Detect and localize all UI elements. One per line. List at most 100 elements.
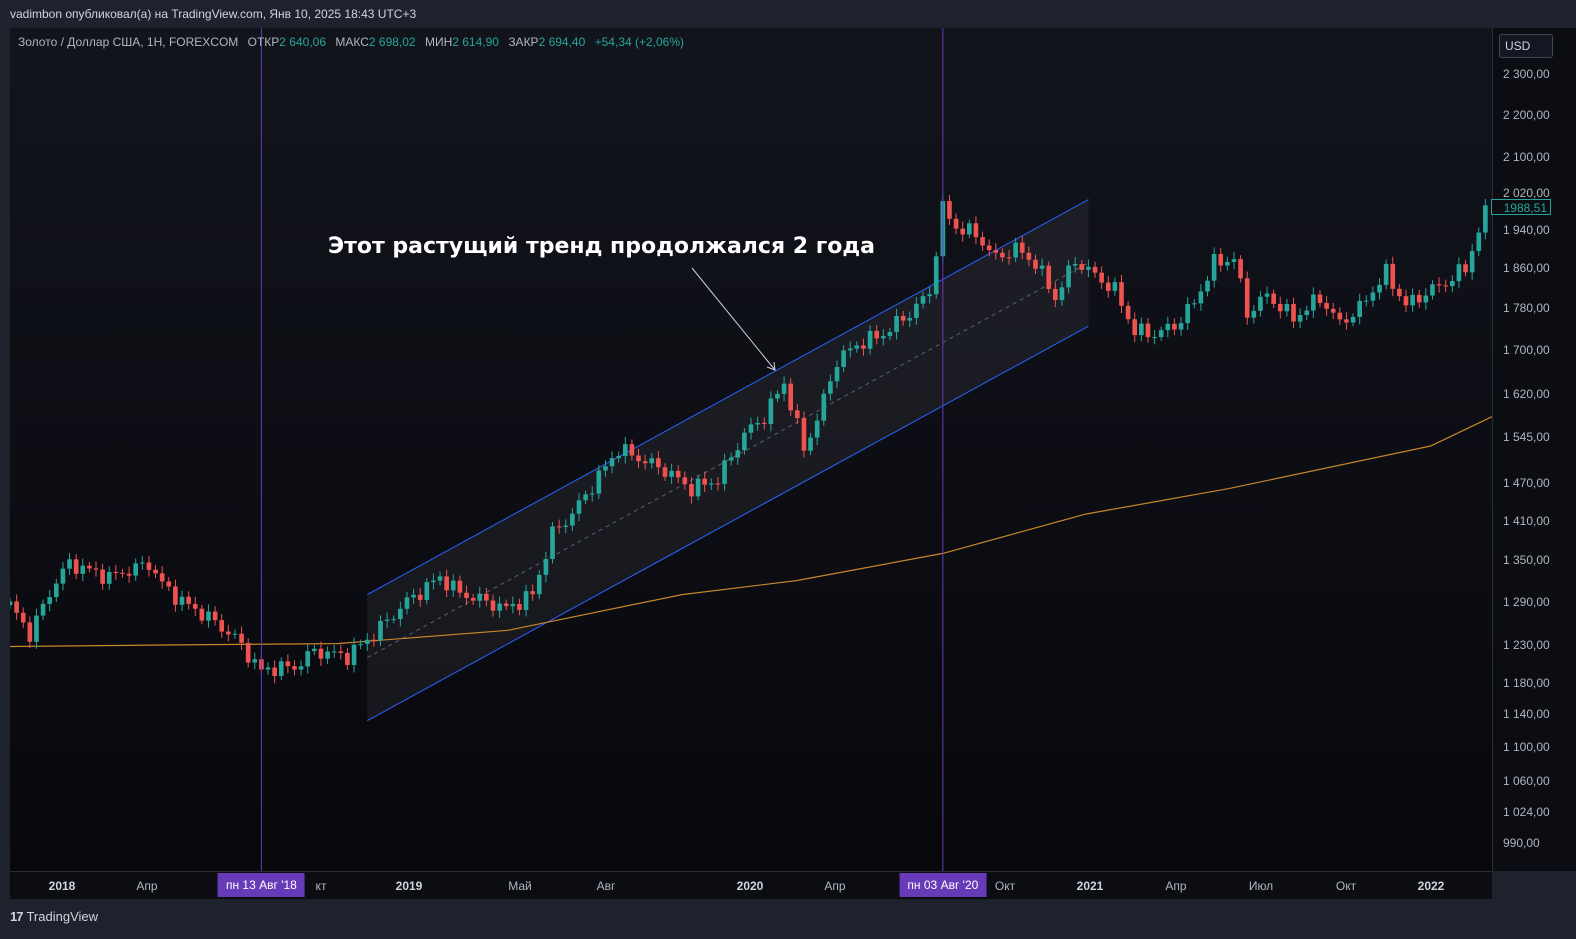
candle-down bbox=[199, 608, 205, 621]
candle-up bbox=[398, 608, 403, 620]
candle-down bbox=[1033, 259, 1038, 269]
candle-up bbox=[1476, 232, 1482, 251]
candle-down bbox=[1463, 264, 1468, 273]
candle-down bbox=[1277, 303, 1283, 312]
candle-down bbox=[1000, 252, 1005, 258]
candle-down bbox=[682, 477, 688, 484]
candle-up bbox=[1456, 264, 1462, 282]
candle-down bbox=[953, 218, 959, 229]
candle-down bbox=[794, 410, 800, 419]
candle-up bbox=[536, 574, 542, 595]
price-axis[interactable]: USD 1988,51 2 300,00 2 200,00 2 100,00 2 02… bbox=[1491, 28, 1576, 871]
candle-down bbox=[272, 667, 277, 677]
candle-up bbox=[570, 513, 575, 526]
candle-up bbox=[1231, 259, 1237, 262]
candle-down bbox=[788, 383, 794, 411]
candle-down bbox=[345, 652, 350, 666]
candle-up bbox=[841, 350, 846, 367]
top-bar: vadimbon опубликовал(а) на TradingView.c… bbox=[0, 0, 1576, 28]
candle-down bbox=[285, 661, 291, 667]
candle-up bbox=[1086, 266, 1091, 270]
time-axis[interactable]: 2018АпрИкт2019МайАвг2020АпрОкт2021АпрИюл… bbox=[10, 871, 1492, 899]
symbol-legend: Золото / Доллар США, 1Н, FOREXCOM ОТКР2 … bbox=[18, 35, 684, 49]
candle-down bbox=[73, 559, 79, 574]
channel-upper-line bbox=[367, 199, 1089, 596]
candle-up bbox=[364, 639, 370, 644]
price-tick-label: 1 470,00 bbox=[1503, 475, 1550, 490]
candle-up bbox=[920, 296, 926, 304]
candle-up bbox=[768, 398, 774, 424]
candle-down bbox=[503, 603, 509, 607]
candle-up bbox=[1158, 330, 1164, 338]
candle-up bbox=[179, 596, 185, 605]
time-tick-label: Май bbox=[508, 879, 532, 893]
candle-up bbox=[1139, 323, 1144, 336]
candle-up bbox=[603, 466, 608, 471]
chart-pane[interactable]: Золото / Доллар США, 1Н, FOREXCOM ОТКР2 … bbox=[10, 28, 1492, 871]
candle-up bbox=[1013, 242, 1018, 258]
candle-down bbox=[1416, 294, 1422, 303]
candle-down bbox=[20, 612, 26, 623]
candle-down bbox=[960, 228, 966, 235]
candle-down bbox=[1317, 294, 1323, 304]
candle-up bbox=[821, 393, 827, 421]
high-label: МАКС bbox=[335, 35, 369, 49]
candle-up bbox=[1357, 300, 1362, 317]
candle-down bbox=[146, 562, 152, 570]
candle-down bbox=[1337, 312, 1343, 320]
candle-up bbox=[563, 525, 569, 527]
tradingview-logo[interactable]: 17 TradingView bbox=[10, 909, 98, 924]
candle-down bbox=[1271, 293, 1276, 304]
candle-up bbox=[1430, 284, 1435, 296]
candle-up bbox=[894, 316, 899, 333]
time-tick-label: 2020 bbox=[736, 879, 764, 893]
annotation-text[interactable]: Этот растущий тренд продолжался 2 года bbox=[328, 234, 875, 259]
candle-down bbox=[1443, 285, 1449, 287]
candle-down bbox=[1291, 304, 1296, 322]
candle-down bbox=[27, 622, 33, 642]
candle-up bbox=[1370, 292, 1376, 301]
candle-up bbox=[351, 644, 357, 666]
price-tick-label: 1 350,00 bbox=[1503, 553, 1550, 568]
candle-up bbox=[887, 332, 893, 337]
candle-up bbox=[907, 317, 913, 321]
time-tick-label: кт bbox=[315, 879, 327, 893]
candle-up bbox=[1483, 205, 1488, 233]
candle-up bbox=[649, 458, 655, 464]
currency-button[interactable]: USD bbox=[1499, 34, 1553, 58]
candle-up bbox=[550, 526, 555, 559]
candle-down bbox=[464, 592, 469, 598]
time-marker-label[interactable]: пн 13 Авг '18 bbox=[217, 873, 305, 897]
candle-up bbox=[881, 336, 886, 339]
time-marker-label[interactable]: пн 03 Авг '20 bbox=[899, 873, 987, 897]
candle-down bbox=[1026, 252, 1032, 260]
candle-up bbox=[1205, 280, 1210, 292]
candle-down bbox=[239, 633, 244, 643]
candle-down bbox=[517, 604, 522, 610]
candle-down bbox=[900, 316, 906, 321]
time-tick-label: Апр bbox=[136, 879, 158, 893]
candle-up bbox=[622, 444, 628, 457]
candle-down bbox=[636, 455, 641, 462]
candle-up bbox=[278, 661, 284, 677]
candle-down bbox=[689, 483, 694, 497]
candle-down bbox=[1092, 266, 1098, 273]
candle-up bbox=[10, 601, 13, 606]
candle-down bbox=[861, 345, 866, 349]
candle-up bbox=[331, 651, 337, 653]
candle-down bbox=[947, 201, 952, 219]
price-tick-label: 1 780,00 bbox=[1503, 301, 1550, 316]
symbol-title[interactable]: Золото / Доллар США, 1Н, FOREXCOM bbox=[18, 35, 239, 49]
candle-up bbox=[424, 582, 430, 600]
price-tick-label: 990,00 bbox=[1503, 835, 1540, 850]
candle-up bbox=[40, 603, 46, 616]
close-value: 2 694,40 bbox=[538, 35, 586, 49]
candle-up bbox=[722, 460, 727, 484]
candle-up bbox=[325, 651, 330, 659]
low-value: 2 614,90 bbox=[452, 35, 499, 49]
candle-up bbox=[34, 615, 39, 642]
candle-down bbox=[120, 572, 125, 574]
candle-up bbox=[755, 422, 760, 425]
candle-down bbox=[530, 591, 535, 595]
candle-down bbox=[490, 600, 496, 611]
